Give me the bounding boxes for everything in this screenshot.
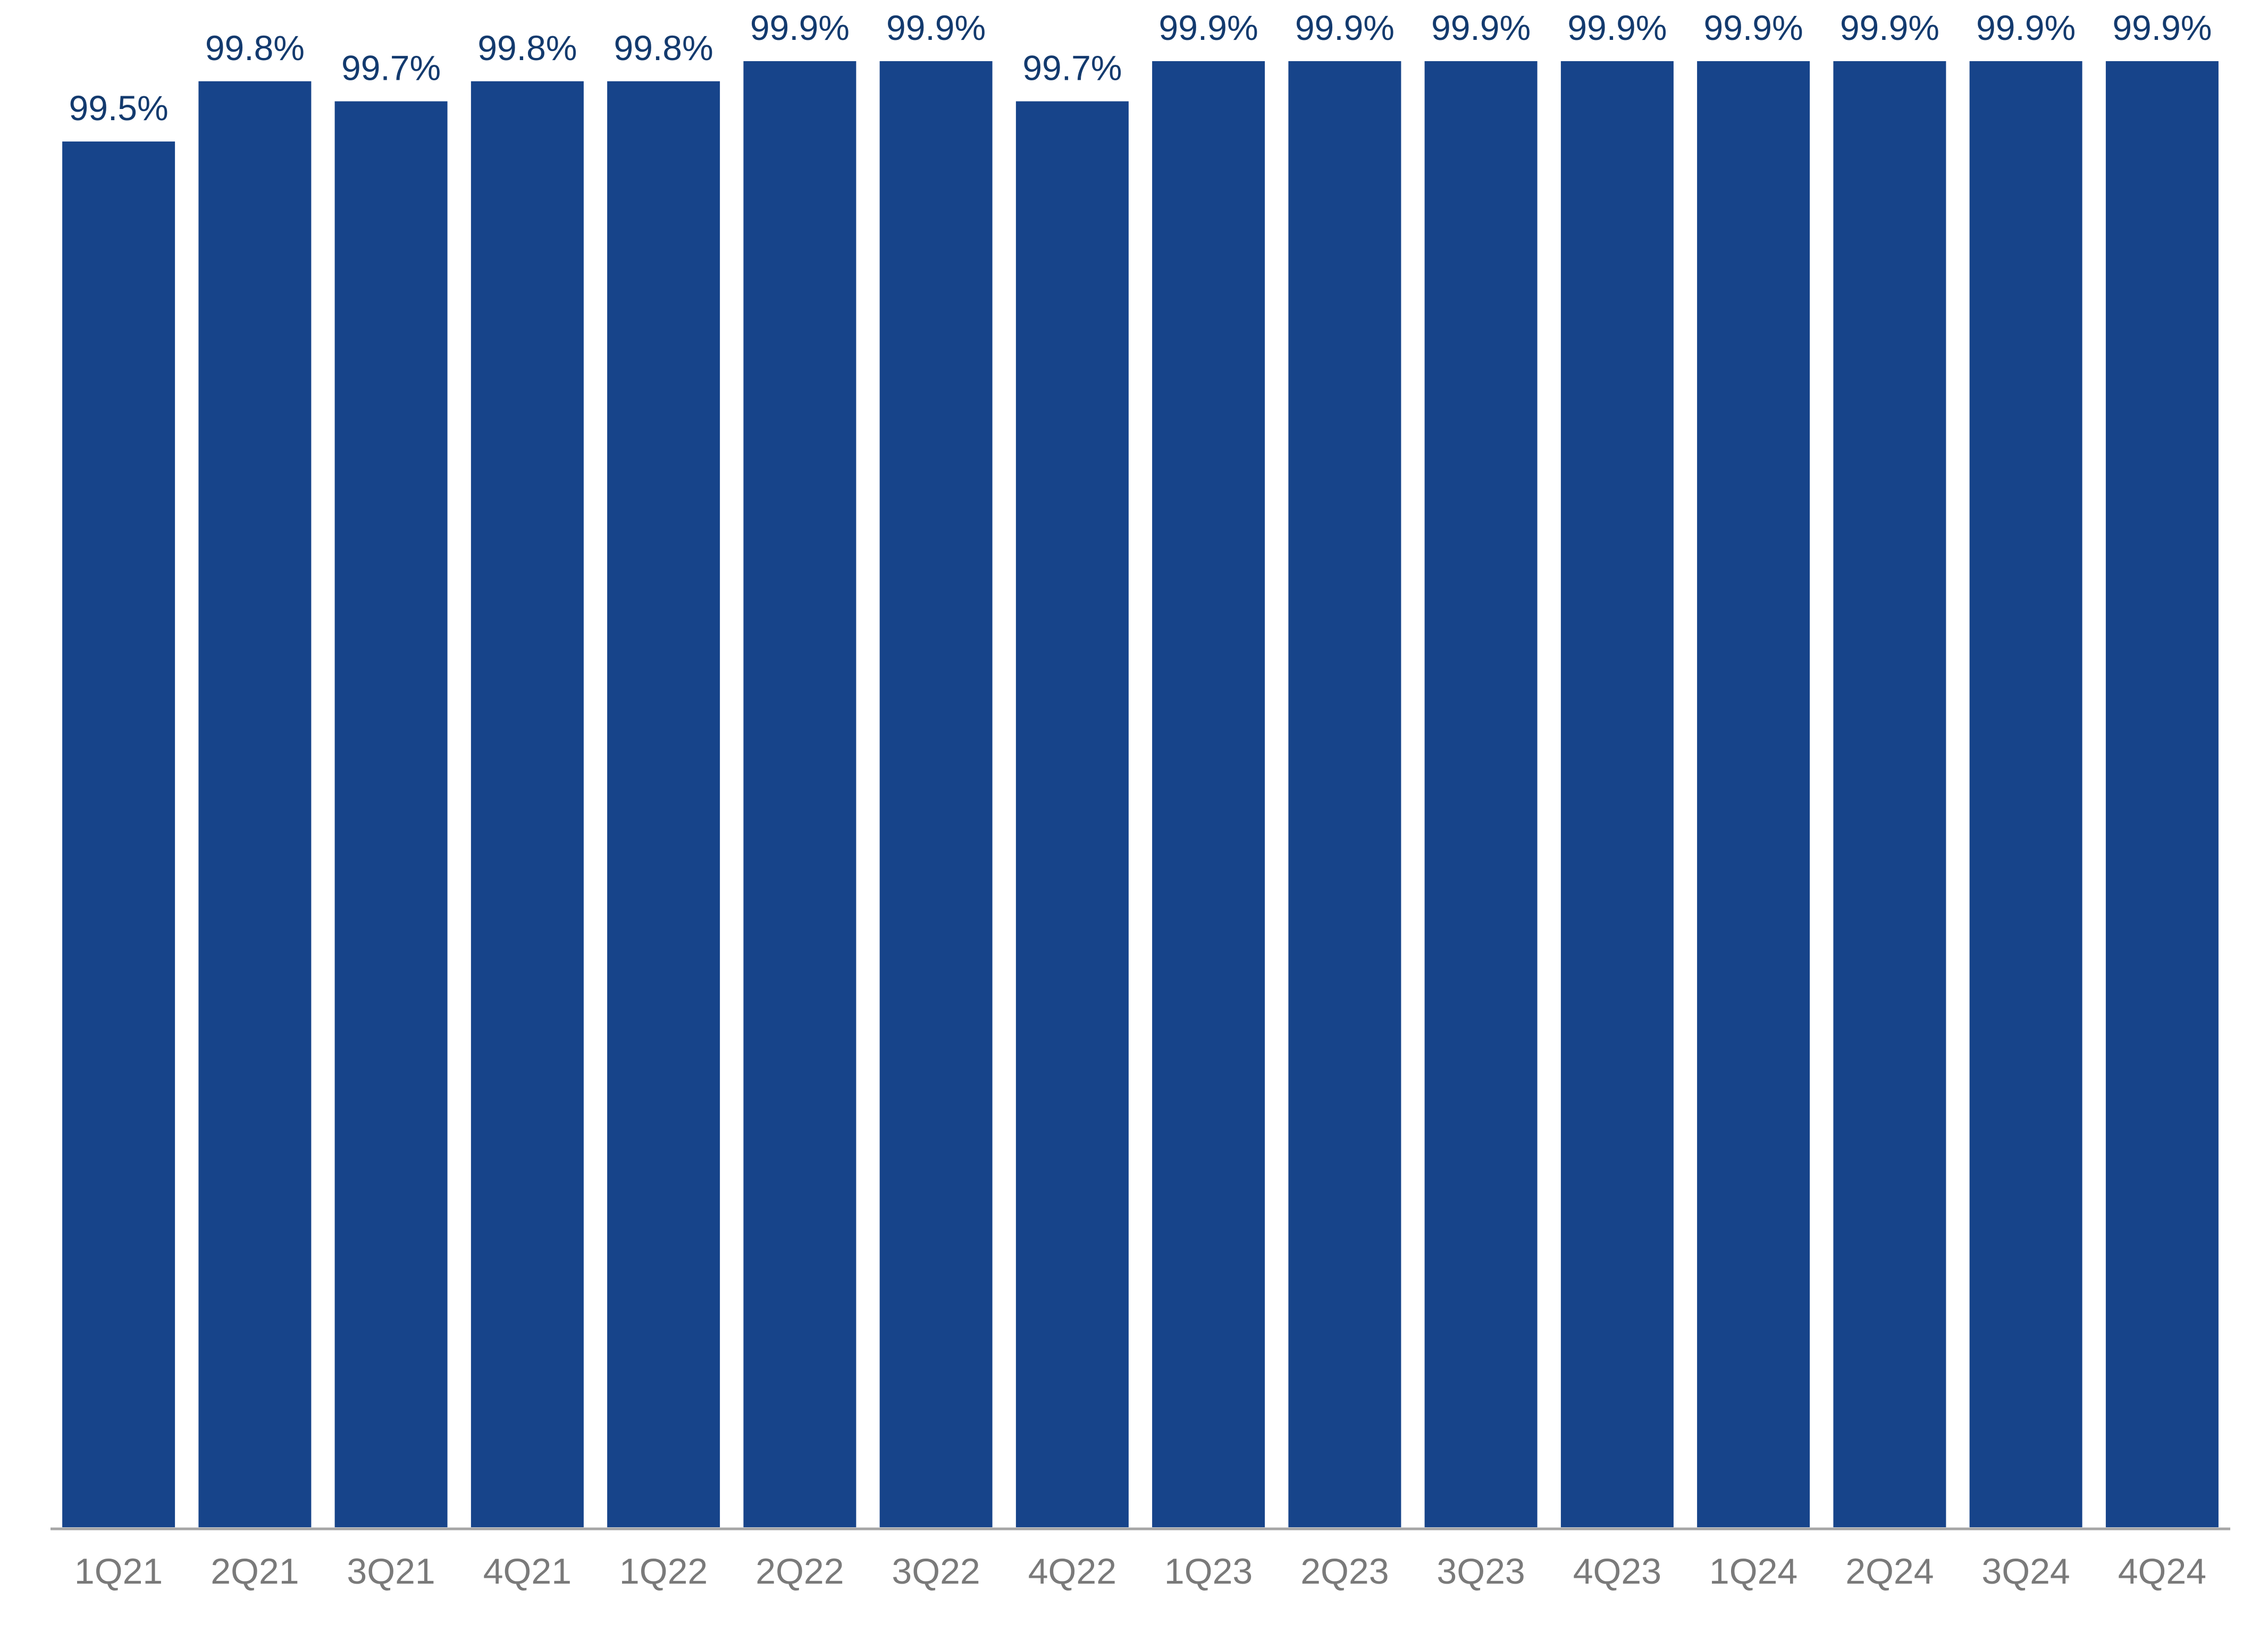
data-labels-layer: 99.5% 99.8% 99.7% 99.8% 99.8% 99.9% 99.9% 99.7%… [69,8,2212,128]
x-tick-label: 4Q21 [483,1551,572,1592]
x-tick-label: 1Q24 [1709,1551,1797,1592]
bar [62,141,175,1527]
bar-value-label: 99.7% [341,48,441,88]
bar-value-label: 99.9% [1159,8,1258,47]
bar-value-label: 99.9% [750,8,850,47]
bar-value-label: 99.9% [1567,8,1667,47]
bar [1424,61,1538,1527]
bar [1969,61,2082,1527]
x-tick-label: 4Q22 [1028,1551,1116,1592]
bar [743,61,856,1527]
bar [607,81,720,1527]
x-tick-label: 2Q23 [1300,1551,1389,1592]
bar [1015,101,1129,1527]
x-tick-label: 2Q24 [1845,1551,1934,1592]
bar-value-label: 99.8% [477,28,577,68]
bar [1152,61,1265,1527]
bar-value-label: 99.9% [2112,8,2212,47]
bar-value-label: 99.9% [1431,8,1531,47]
x-tick-label: 1Q22 [619,1551,708,1592]
bar-value-label: 99.5% [69,88,169,128]
x-tick-labels-layer: 1Q21 2Q21 3Q21 4Q21 1Q22 2Q22 3Q22 4Q22 1Q23 2Q23… [74,1551,2206,1592]
bar [1697,61,1810,1527]
bar [198,81,312,1527]
bar [2105,61,2219,1527]
x-tick-label: 3Q22 [892,1551,980,1592]
bar-value-label: 99.9% [886,8,986,47]
bar [879,61,993,1527]
bar [334,101,448,1527]
bar [471,81,584,1527]
x-tick-label: 3Q21 [347,1551,435,1592]
x-tick-label: 2Q22 [755,1551,844,1592]
bar-value-label: 99.9% [1295,8,1395,47]
bars-layer [62,61,2219,1527]
x-tick-label: 2Q21 [211,1551,299,1592]
x-tick-label: 4Q23 [1573,1551,1661,1592]
x-tick-label: 3Q24 [1981,1551,2070,1592]
bar [1288,61,1401,1527]
bar-value-label: 99.8% [614,28,713,68]
x-tick-label: 4Q24 [2118,1551,2206,1592]
bar [1560,61,1674,1527]
bar-value-label: 99.8% [205,28,305,68]
x-tick-label: 1Q21 [74,1551,163,1592]
bar-value-label: 99.9% [1840,8,1939,47]
x-tick-label: 1Q23 [1164,1551,1253,1592]
bar-value-label: 99.7% [1022,48,1122,88]
bar-value-label: 99.9% [1704,8,1803,47]
x-tick-label: 3Q23 [1437,1551,1525,1592]
bar [1833,61,1946,1527]
bar-value-label: 99.9% [1976,8,2076,47]
